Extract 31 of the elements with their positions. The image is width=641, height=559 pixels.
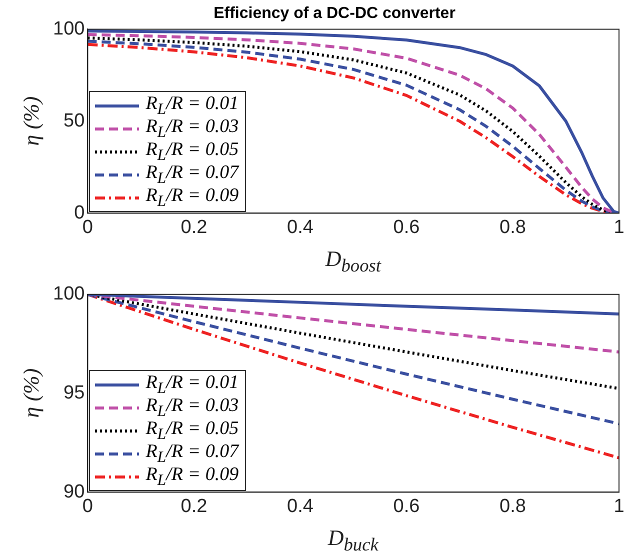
x-tick-label: 0.2	[180, 216, 208, 238]
y-tick-label: 100	[53, 284, 85, 305]
x-axis-title: D$_{boost}$	[325, 246, 381, 276]
y-tick-label: 90	[64, 481, 85, 502]
legend-label: R$_{L}$/R = 0.05	[146, 418, 239, 443]
x-tick-label: 0.4	[287, 496, 314, 517]
y-tick-label: 50	[64, 110, 85, 132]
x-tick-label: 1	[614, 496, 624, 517]
x-tick-label: 0.2	[180, 496, 208, 517]
y-tick-label: 0	[74, 202, 85, 224]
x-tick-label: 0.6	[393, 216, 420, 238]
legend-label: R$_{L}$/R = 0.09	[146, 464, 239, 490]
x-tick-label: 0.8	[500, 216, 526, 238]
y-tick-label: 100	[53, 18, 85, 40]
y-tick-label: 95	[64, 382, 85, 404]
legend-label: R$_{L}$/R = 0.01	[146, 92, 239, 118]
legend-label: R$_{L}$/R = 0.05	[146, 138, 239, 164]
y-axis-title: η (%)	[18, 368, 44, 418]
x-tick-label: 0.6	[393, 496, 420, 517]
y-axis-title: η (%)	[18, 96, 44, 146]
legend-label: R$_{L}$/R = 0.03	[146, 116, 239, 141]
x-tick-label: 0.4	[287, 216, 314, 238]
x-tick-label: 1	[614, 216, 624, 238]
legend-label: R$_{L}$/R = 0.03	[146, 394, 239, 420]
chart-title: Efficiency of a DC-DC converter	[214, 5, 456, 22]
legend-label: R$_{L}$/R = 0.07	[146, 440, 239, 466]
legend-label: R$_{L}$/R = 0.01	[146, 372, 239, 397]
legend-label: R$_{L}$/R = 0.09	[146, 184, 239, 211]
x-axis-title: D$_{buck}$	[328, 525, 378, 556]
legend-label: R$_{L}$/R = 0.07	[146, 162, 239, 187]
x-tick-label: 0.8	[500, 496, 526, 517]
